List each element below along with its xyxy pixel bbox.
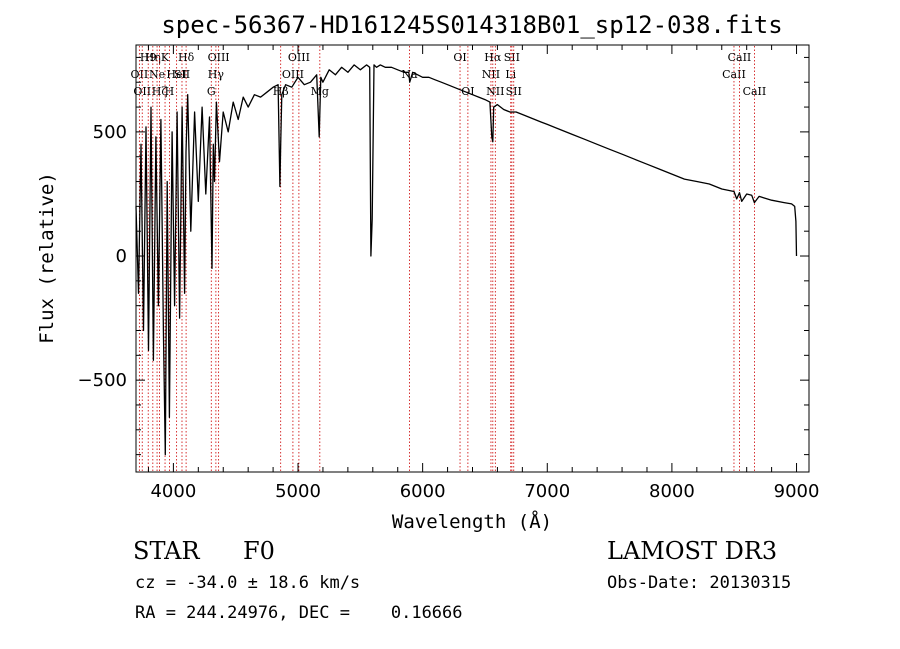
line-marker-label: K <box>161 51 170 64</box>
line-markers: OIIOIIH9HηNeHζKHHeISIIHδGHγOIIIHβOIIIOII… <box>131 46 767 471</box>
line-marker-label: OII <box>131 68 149 81</box>
line-marker-label: OIII <box>282 68 304 81</box>
x-tick-label: 8000 <box>649 481 695 502</box>
y-tick-label: 500 <box>93 122 127 143</box>
line-marker-label: Hβ <box>273 85 289 98</box>
spectrum-line <box>135 64 798 456</box>
line-marker-label: CaII <box>728 51 752 64</box>
redshift-text: cz = -34.0 ± 18.6 km/s <box>135 573 361 593</box>
line-marker-label: Hγ <box>208 68 225 81</box>
line-marker-label: Hη <box>145 51 161 64</box>
x-tick-label: 4000 <box>150 481 196 502</box>
line-marker-label: Ne <box>149 68 165 81</box>
x-axis-label: Wavelength (Å) <box>392 510 552 533</box>
plot-frame <box>135 44 810 473</box>
line-marker-label: CaII <box>743 85 767 98</box>
line-marker-label: OIII <box>208 51 230 64</box>
observation-date: Obs-Date: 20130315 <box>607 573 792 593</box>
object-subclass: F0 <box>243 537 275 565</box>
line-marker-label: OI <box>453 51 466 64</box>
line-marker-label: Hδ <box>178 51 195 64</box>
x-tick-label: 5000 <box>275 481 321 502</box>
line-marker-label: Hα <box>484 51 502 64</box>
line-marker-label: OIII <box>288 51 310 64</box>
line-marker-label: H <box>165 85 175 98</box>
axis-ticks: 4000 5000 6000 7000 8000 9000 −500 0 500 <box>78 45 820 502</box>
chart-title: spec-56367-HD161245S014318B01_sp12-038.f… <box>161 11 782 39</box>
line-marker-label: Na <box>401 68 418 81</box>
y-axis-label: Flux (relative) <box>36 172 58 344</box>
line-marker-label: Li <box>505 68 516 81</box>
line-marker-label: SII <box>506 85 522 98</box>
line-marker-label: OII <box>133 85 151 98</box>
survey-name: LAMOST DR3 <box>607 537 778 565</box>
y-tick-label: −500 <box>78 370 127 391</box>
line-marker-label: SII <box>174 68 190 81</box>
x-tick-label: 7000 <box>524 481 570 502</box>
line-marker-label: NII <box>486 85 504 98</box>
line-marker-label: SII <box>504 51 520 64</box>
object-class: STAR <box>133 537 200 565</box>
coordinates-text: RA = 244.24976, DEC = 0.16666 <box>135 603 463 623</box>
y-tick-label: 0 <box>116 246 127 267</box>
line-marker-label: G <box>207 85 216 98</box>
line-marker-label: H9 <box>140 51 157 64</box>
line-marker-label: Hζ <box>152 85 168 98</box>
x-tick-label: 6000 <box>400 481 446 502</box>
x-tick-label: 9000 <box>774 481 820 502</box>
line-marker-label: NII <box>482 68 500 81</box>
line-marker-label: CaII <box>722 68 746 81</box>
